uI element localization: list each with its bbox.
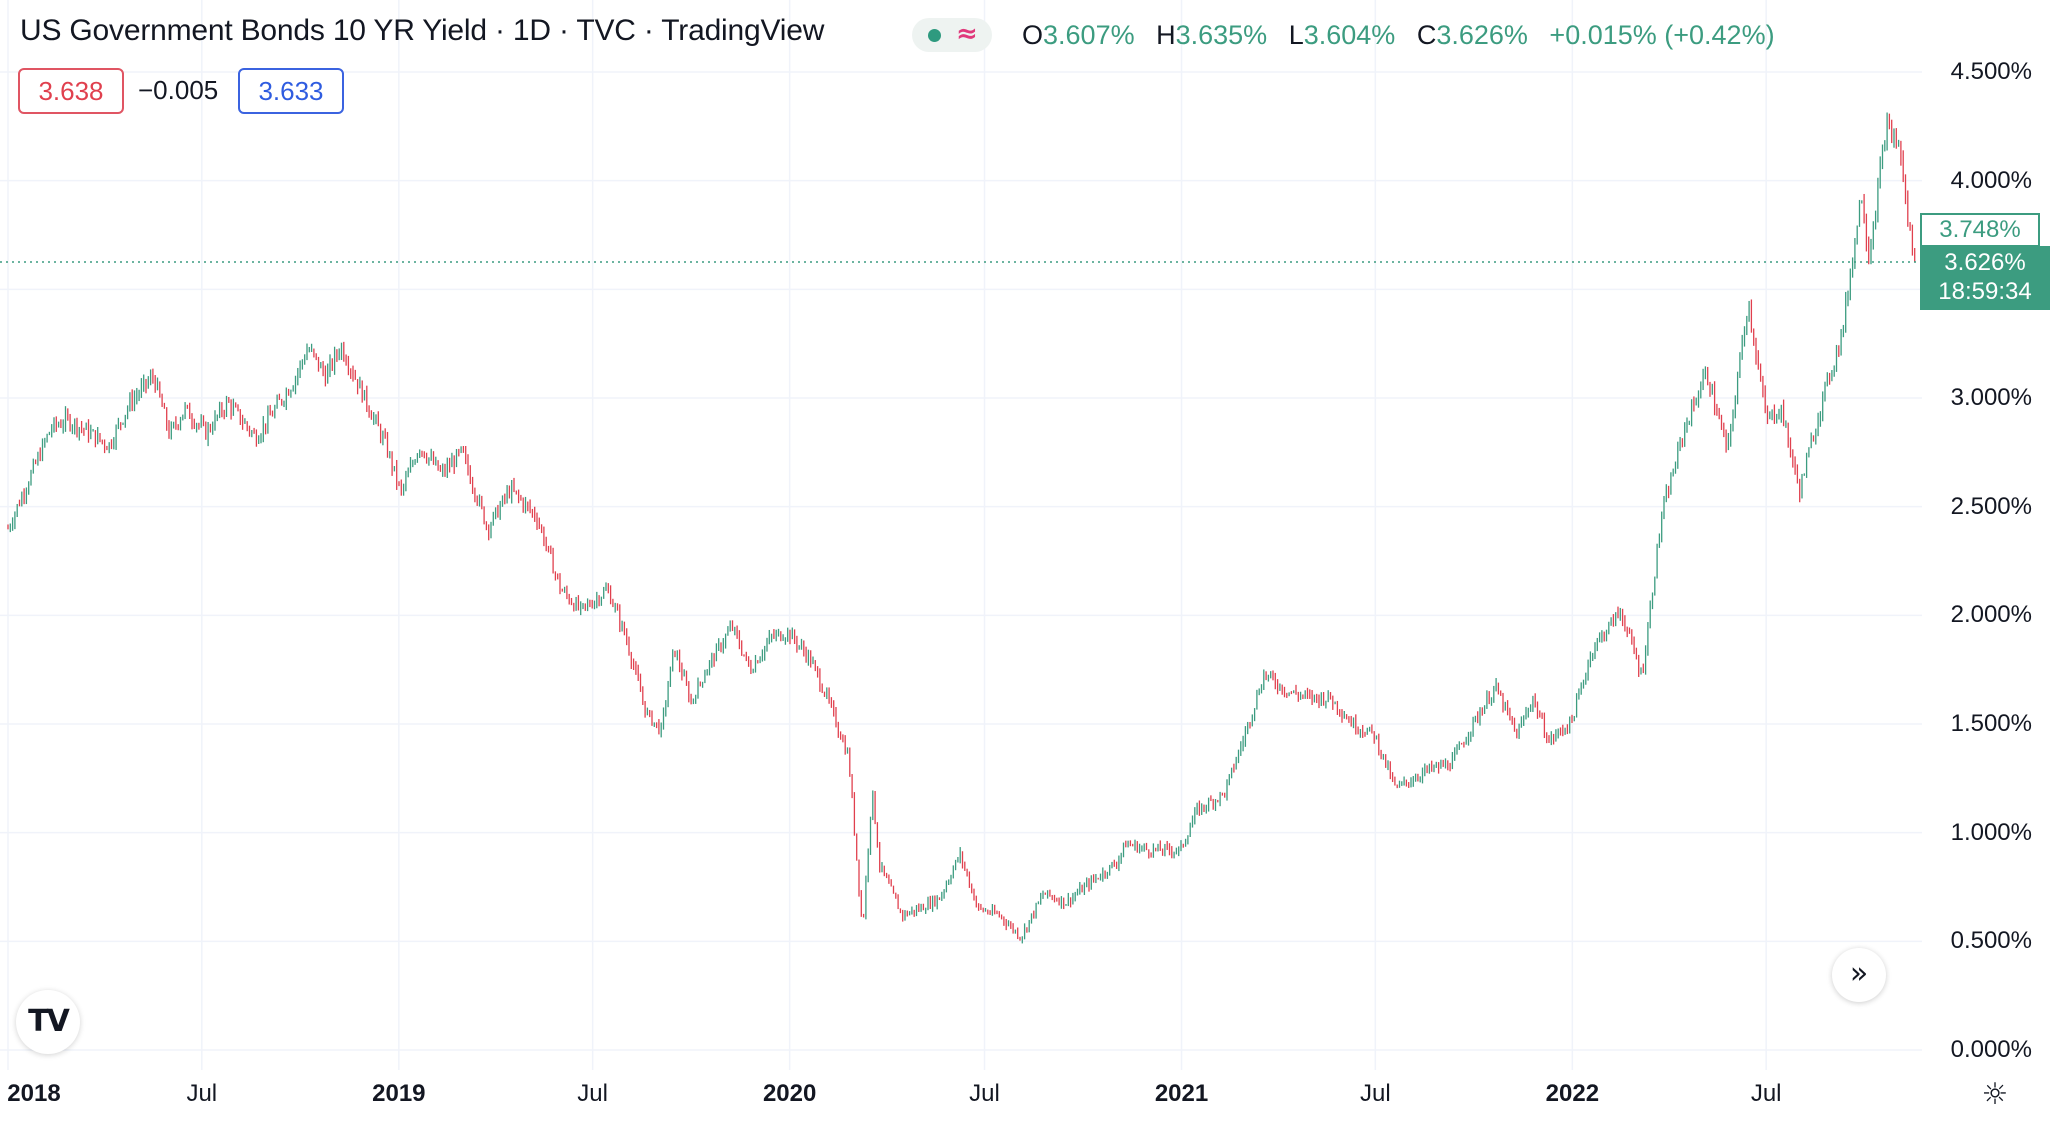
tradingview-logo-icon[interactable]: TV xyxy=(16,990,80,1054)
y-tick-label: 3.000% xyxy=(1950,384,2032,411)
scroll-to-realtime-button[interactable]: » xyxy=(1832,948,1886,1002)
status-pill[interactable]: ≈ xyxy=(912,18,992,52)
settings-icon[interactable]: ☼ xyxy=(1981,1077,2009,1112)
grid-lines xyxy=(0,0,1922,1070)
x-tick-label: 2019 xyxy=(372,1080,426,1107)
change-value: +0.015% (+0.42%) xyxy=(1549,20,1775,50)
candlestick-series xyxy=(7,112,1916,944)
buy-price-button[interactable]: 3.633 xyxy=(238,68,344,114)
low-key: L xyxy=(1288,20,1304,50)
y-tick-label: 2.000% xyxy=(1950,601,2032,629)
last-price-label: 3.626% 18:59:34 xyxy=(1920,246,2050,310)
y-tick-label: 0.000% xyxy=(1950,1036,2032,1063)
delayed-data-icon: ≈ xyxy=(956,19,978,49)
last-price-value: 3.626% xyxy=(1944,249,2026,276)
high-value: 3.635% xyxy=(1175,20,1268,50)
spread-value: −0.005 xyxy=(138,75,219,105)
bar-countdown: 18:59:34 xyxy=(1938,278,2032,305)
y-tick-label: 0.500% xyxy=(1950,927,2032,955)
close-value: 3.626% xyxy=(1436,20,1528,50)
previous-close-label: 3.748% xyxy=(1920,213,2040,247)
x-tick-label: Jul xyxy=(1359,1080,1391,1107)
y-tick-label: 2.500% xyxy=(1950,492,2032,520)
market-status-icon xyxy=(928,29,941,42)
x-tick-label: Jul xyxy=(186,1080,218,1107)
x-tick-label: 2021 xyxy=(1154,1080,1209,1107)
y-tick-label: 1.500% xyxy=(1950,710,2032,737)
x-tick-label: Jul xyxy=(577,1080,608,1107)
open-key: O xyxy=(1022,20,1044,50)
y-tick-label: 4.500% xyxy=(1950,58,2032,85)
x-tick-label: 2018 xyxy=(7,1080,61,1107)
y-tick-label: 4.000% xyxy=(1950,166,2032,194)
high-key: H xyxy=(1156,20,1176,50)
x-tick-label: Jul xyxy=(969,1080,1000,1107)
sell-price-button[interactable]: 3.638 xyxy=(18,68,124,114)
low-value: 3.604% xyxy=(1303,20,1396,50)
open-value: 3.607% xyxy=(1043,20,1135,50)
x-tick-label: Jul xyxy=(1750,1080,1782,1107)
x-tick-label: 2022 xyxy=(1545,1080,1600,1107)
close-key: C xyxy=(1416,20,1437,50)
y-tick-label: 1.000% xyxy=(1950,818,2032,846)
x-tick-label: 2020 xyxy=(762,1080,817,1107)
symbol-title[interactable]: US Government Bonds 10 YR Yield · 1D · T… xyxy=(20,14,825,47)
ohlc-readout: O3.607% H3.635% L3.604% C3.626% +0.015% … xyxy=(1022,20,1775,51)
